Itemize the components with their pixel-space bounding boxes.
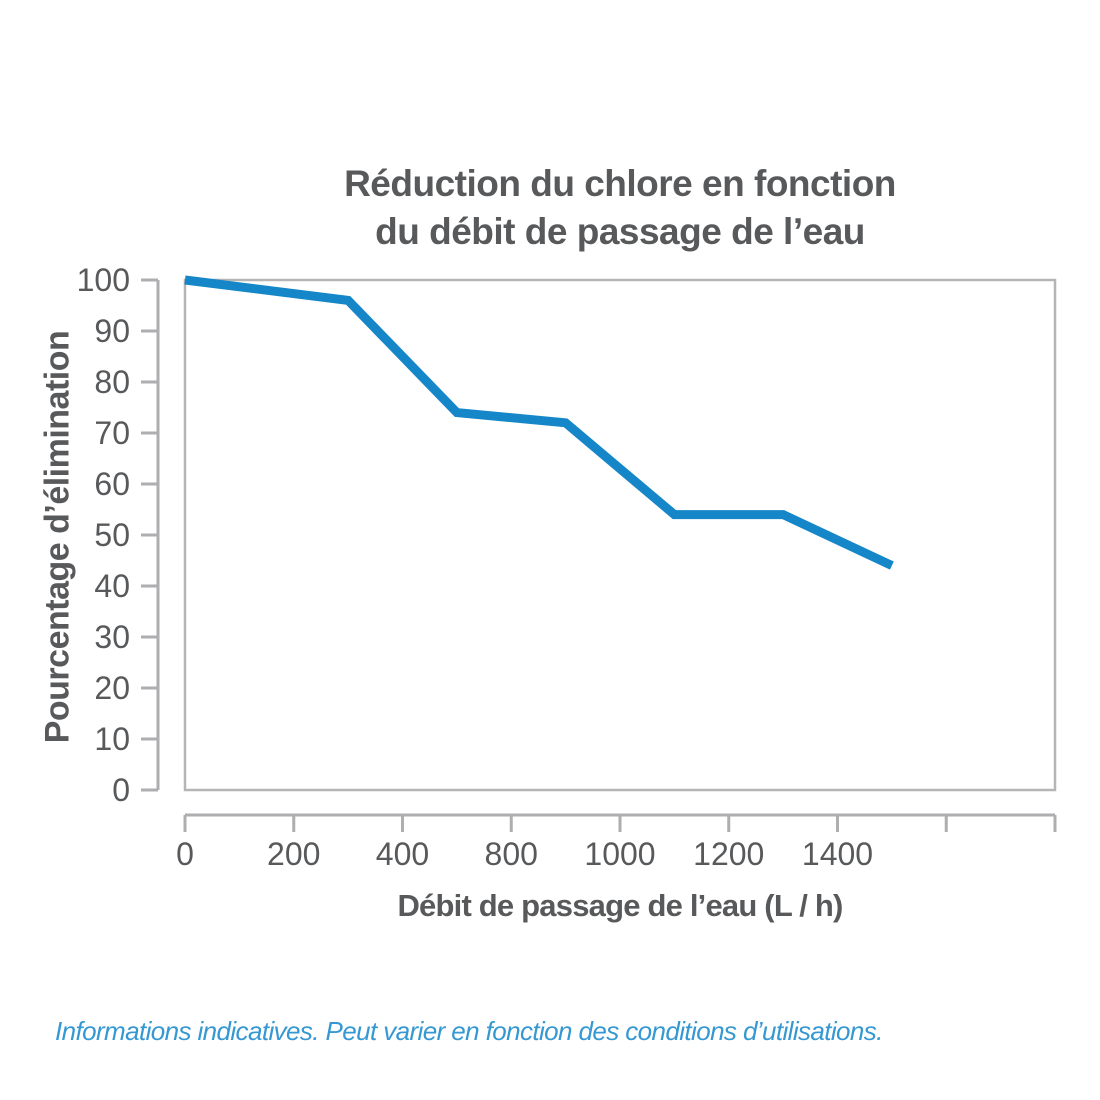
y-tick-label: 70 bbox=[94, 415, 130, 451]
y-tick-label: 20 bbox=[94, 670, 130, 706]
x-tick-label: 800 bbox=[484, 836, 538, 872]
y-tick-label: 80 bbox=[94, 364, 130, 400]
y-tick-label: 90 bbox=[94, 313, 130, 349]
x-tick-label: 400 bbox=[375, 836, 430, 872]
x-axis-title: Débit de passage de l’eau (L / h) bbox=[397, 888, 843, 923]
x-tick-label: 1000 bbox=[584, 836, 656, 872]
y-tick-label: 50 bbox=[94, 517, 130, 553]
y-axis bbox=[141, 278, 160, 792]
x-tick-label: 1400 bbox=[801, 836, 874, 872]
x-tick-label: 1200 bbox=[693, 836, 765, 872]
x-axis bbox=[183, 813, 1057, 832]
y-tick-label: 100 bbox=[76, 262, 130, 298]
y-tick-label: 60 bbox=[94, 466, 130, 502]
plot-border bbox=[183, 278, 1057, 792]
y-tick-label: 0 bbox=[112, 772, 130, 808]
x-tick-label: 200 bbox=[267, 836, 321, 872]
y-tick-label: 10 bbox=[94, 721, 130, 757]
y-tick-label: 30 bbox=[94, 619, 130, 655]
y-tick-label: 40 bbox=[94, 568, 130, 604]
footer-note: Informations indicatives. Peut varier en… bbox=[55, 1016, 883, 1046]
x-tick-label: 0 bbox=[176, 836, 194, 872]
chart-title: Réduction du chlore en fonction du débit… bbox=[344, 163, 896, 252]
data-line bbox=[184, 275, 894, 570]
